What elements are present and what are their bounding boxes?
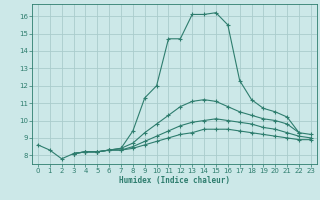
- X-axis label: Humidex (Indice chaleur): Humidex (Indice chaleur): [119, 176, 230, 185]
